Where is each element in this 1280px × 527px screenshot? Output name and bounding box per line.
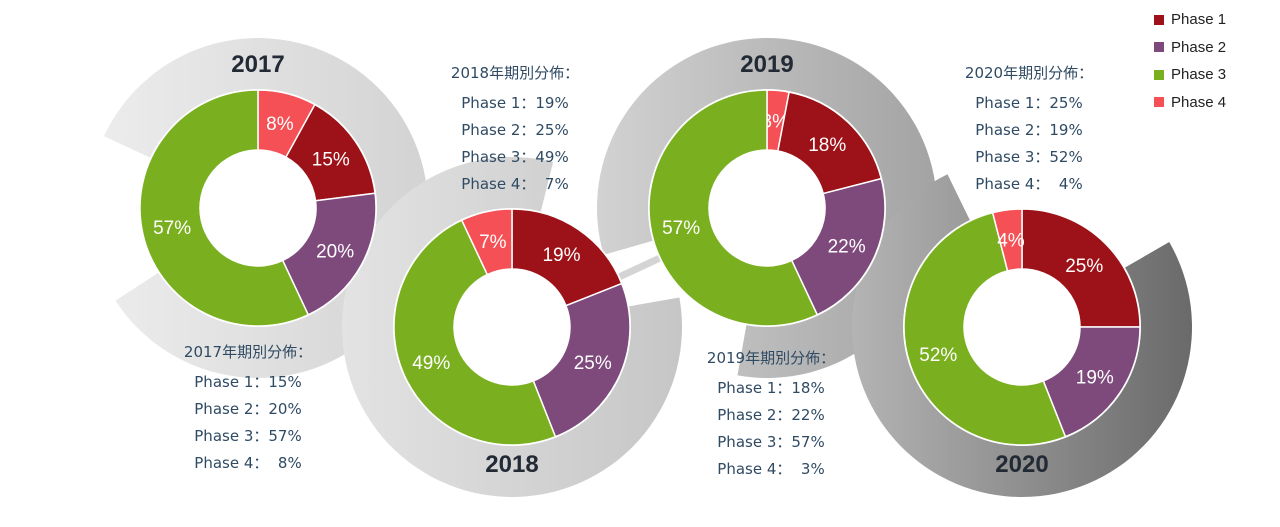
decorative-rings: [103, 38, 1193, 498]
legend: Phase 1 Phase 2 Phase 3 Phase 4: [1154, 6, 1226, 116]
legend-label: Phase 3: [1171, 66, 1227, 84]
info-2020: 2020年期別分佈： Phase 1：25% Phase 2：19% Phase…: [944, 62, 1114, 198]
info-line-phase-4: Phase 4： 4%: [975, 175, 1083, 193]
legend-item-phase-2: Phase 2: [1154, 34, 1226, 62]
info-title: 2020年期別分佈：: [964, 64, 1094, 82]
legend-swatch: [1154, 42, 1164, 53]
donut-2017: 8% 15% 20% 57% 2017: [139, 51, 377, 327]
year-label: 2019: [740, 51, 793, 78]
legend-label: Phase 4: [1171, 93, 1227, 111]
year-label: 2017: [231, 51, 284, 78]
legend-swatch: [1154, 14, 1164, 25]
info-line-phase-2: Phase 2：20%: [194, 400, 302, 418]
info-line-phase-2: Phase 2：22%: [717, 406, 825, 424]
info-line-phase-1: Phase 1：19%: [461, 94, 569, 112]
donut-2018: 19% 25% 49% 7% 2018: [393, 208, 631, 478]
slice-label-phase-2: 19%: [1076, 367, 1114, 388]
slice-phase-3: [139, 89, 310, 327]
donut-2019: 3%18%22%57%2019: [648, 51, 886, 327]
slice-label-phase-1: 15%: [312, 150, 350, 171]
legend-item-phase-1: Phase 1: [1154, 6, 1226, 34]
info-line-phase-1: Phase 1：25%: [975, 94, 1083, 112]
legend-swatch: [1154, 69, 1164, 80]
slice-label-phase-3: 49%: [412, 353, 450, 374]
slice-label-phase-1: 18%: [808, 135, 846, 156]
slice-phase-3: [393, 219, 557, 446]
donut-charts: 8%15%20%57%201719%25%49%7%20183%18%22%57…: [139, 51, 1141, 478]
info-line-phase-4: Phase 4： 3%: [717, 460, 825, 478]
donut-2020: 25% 19% 52% 4% 2020: [903, 208, 1141, 478]
info-line-phase-2: Phase 2：25%: [461, 121, 569, 139]
info-line-phase-3: Phase 3：49%: [461, 148, 569, 166]
legend-item-phase-4: Phase 4: [1154, 89, 1226, 117]
year-label: 2020: [995, 451, 1048, 478]
info-line-phase-1: Phase 1：15%: [194, 373, 302, 391]
legend-swatch: [1154, 97, 1164, 108]
info-title: 2017年期別分佈：: [183, 343, 313, 361]
decorative-ring: [852, 174, 1193, 498]
slice-phase-3: [648, 89, 819, 327]
info-line-phase-3: Phase 3：52%: [975, 148, 1083, 166]
slice-phase-2: [1042, 326, 1141, 438]
slice-phase-2: [790, 177, 886, 316]
slice-label-phase-2: 22%: [828, 236, 866, 257]
legend-label: Phase 1: [1171, 11, 1227, 29]
year-label: 2018: [485, 451, 538, 478]
info-line-phase-1: Phase 1：18%: [717, 379, 825, 397]
slice-phase-3: [903, 211, 1067, 446]
slice-label-phase-3: 52%: [919, 345, 957, 366]
info-2017: 2017年期別分佈： Phase 1：15% Phase 2：20% Phase…: [163, 341, 333, 477]
info-line-phase-2: Phase 2：19%: [975, 121, 1083, 139]
info-2018: 2018年期別分佈： Phase 1：19% Phase 2：25% Phase…: [430, 62, 600, 198]
slice-phase-1: [1021, 208, 1141, 328]
info-line-phase-3: Phase 3：57%: [717, 433, 825, 451]
slice-phase-1: [511, 208, 623, 307]
info-line-phase-3: Phase 3：57%: [194, 427, 302, 445]
slice-label-phase-4: 7%: [479, 232, 507, 253]
slice-phase-2: [281, 192, 377, 316]
slice-label-phase-1: 25%: [1065, 256, 1103, 277]
slice-phase-2: [532, 282, 631, 438]
legend-item-phase-3: Phase 3: [1154, 61, 1226, 89]
slice-label-phase-2: 20%: [316, 241, 354, 262]
slice-label-phase-3: 57%: [662, 218, 700, 239]
legend-label: Phase 2: [1171, 38, 1227, 56]
slice-label-phase-3: 57%: [153, 218, 191, 239]
decorative-ring: [342, 157, 682, 497]
info-line-phase-4: Phase 4： 7%: [461, 175, 569, 193]
slice-label-phase-1: 19%: [542, 245, 580, 266]
info-title: 2018年期別分佈：: [450, 64, 580, 82]
slice-label-phase-4: 8%: [266, 114, 294, 135]
info-title: 2019年期別分佈：: [706, 349, 836, 367]
decorative-ring: [597, 38, 937, 379]
slice-label-phase-2: 25%: [574, 353, 612, 374]
slice-phase-4: [991, 208, 1023, 272]
info-2019: 2019年期別分佈： Phase 1：18% Phase 2：22% Phase…: [686, 347, 856, 483]
slice-label-phase-4: 4%: [997, 231, 1025, 252]
info-line-phase-4: Phase 4： 8%: [194, 454, 302, 472]
slice-phase-4: [460, 208, 513, 276]
